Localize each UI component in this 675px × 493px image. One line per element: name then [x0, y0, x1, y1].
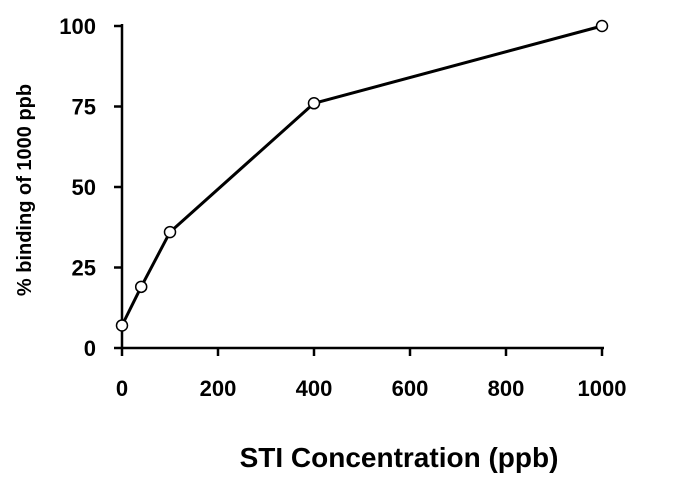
y-ticks: 0 25 50 75 100: [59, 14, 122, 361]
x-tick-label: 1000: [578, 376, 627, 401]
series-layer: [115, 19, 609, 332]
data-point: [134, 280, 148, 294]
y-tick-label: 75: [72, 95, 96, 120]
y-tick-label: 25: [72, 256, 96, 281]
x-tick-label: 800: [488, 376, 525, 401]
data-point: [115, 319, 129, 332]
x-tick-label: 400: [296, 376, 333, 401]
x-tick-label: 0: [116, 376, 128, 401]
x-tick-label: 200: [200, 376, 237, 401]
series-line: [120, 24, 603, 327]
y-tick-label: 50: [72, 175, 96, 200]
x-axis-title: STI Concentration (ppb): [240, 442, 559, 473]
y-axis-title: % binding of 1000 ppb: [14, 84, 36, 296]
y-tick-label: 0: [84, 336, 96, 361]
x-tick-label: 600: [392, 376, 429, 401]
axes: [120, 24, 604, 350]
y-tick-label: 100: [59, 14, 96, 39]
data-point: [307, 97, 321, 110]
data-point: [163, 225, 177, 239]
x-ticks: 0 200 400 600 800 1000: [116, 348, 627, 401]
data-point: [595, 19, 609, 33]
